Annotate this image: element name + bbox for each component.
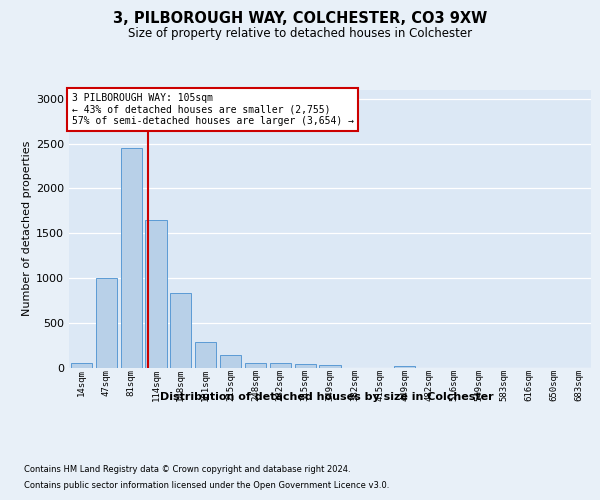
Text: 3, PILBOROUGH WAY, COLCHESTER, CO3 9XW: 3, PILBOROUGH WAY, COLCHESTER, CO3 9XW xyxy=(113,11,487,26)
Bar xyxy=(295,364,316,368)
Bar xyxy=(245,364,266,368)
Bar xyxy=(71,362,92,368)
Bar xyxy=(145,220,167,368)
Y-axis label: Number of detached properties: Number of detached properties xyxy=(22,141,32,316)
Text: 3 PILBOROUGH WAY: 105sqm
← 43% of detached houses are smaller (2,755)
57% of sem: 3 PILBOROUGH WAY: 105sqm ← 43% of detach… xyxy=(71,93,353,126)
Bar xyxy=(220,356,241,368)
Bar xyxy=(96,278,117,368)
Bar xyxy=(319,366,341,368)
Text: Contains HM Land Registry data © Crown copyright and database right 2024.: Contains HM Land Registry data © Crown c… xyxy=(24,465,350,474)
Text: Size of property relative to detached houses in Colchester: Size of property relative to detached ho… xyxy=(128,28,472,40)
Bar xyxy=(394,366,415,368)
Bar xyxy=(170,293,191,368)
Text: Contains public sector information licensed under the Open Government Licence v3: Contains public sector information licen… xyxy=(24,481,389,490)
Bar xyxy=(270,364,291,368)
Bar xyxy=(121,148,142,368)
Bar xyxy=(195,342,216,367)
Text: Distribution of detached houses by size in Colchester: Distribution of detached houses by size … xyxy=(160,392,494,402)
